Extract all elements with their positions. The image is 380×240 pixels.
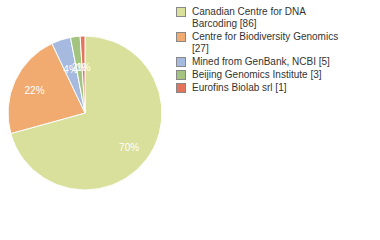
legend-entry: Centre for Biodiversity Genomics [27] <box>176 31 342 55</box>
legend-swatch <box>176 32 186 42</box>
legend-label: Eurofins Biolab srl [1] <box>192 82 342 94</box>
legend-label: Mined from GenBank, NCBI [5] <box>192 56 342 68</box>
legend-label: Beijing Genomics Institute [3] <box>192 69 342 81</box>
legend-label: Centre for Biodiversity Genomics [27] <box>192 31 342 55</box>
legend-entry: Beijing Genomics Institute [3] <box>176 69 342 81</box>
legend-swatch <box>176 57 186 67</box>
legend-label: Canadian Centre for DNA Barcoding [86] <box>192 6 342 30</box>
legend-entry: Mined from GenBank, NCBI [5] <box>176 56 342 68</box>
chart-root: 70%22%4%2%1% Canadian Centre for DNA Bar… <box>0 0 380 240</box>
legend: Canadian Centre for DNA Barcoding [86]Ce… <box>176 6 342 95</box>
data-label: 1% <box>76 62 91 73</box>
pie-area: 70%22%4%2%1% <box>0 0 175 240</box>
legend-swatch <box>176 70 186 80</box>
legend-entry: Eurofins Biolab srl [1] <box>176 82 342 94</box>
legend-swatch <box>176 7 186 17</box>
pie-slice <box>80 36 85 113</box>
data-label: 22% <box>25 85 45 96</box>
legend-swatch <box>176 83 186 93</box>
legend-entry: Canadian Centre for DNA Barcoding [86] <box>176 6 342 30</box>
data-label: 70% <box>119 142 139 153</box>
